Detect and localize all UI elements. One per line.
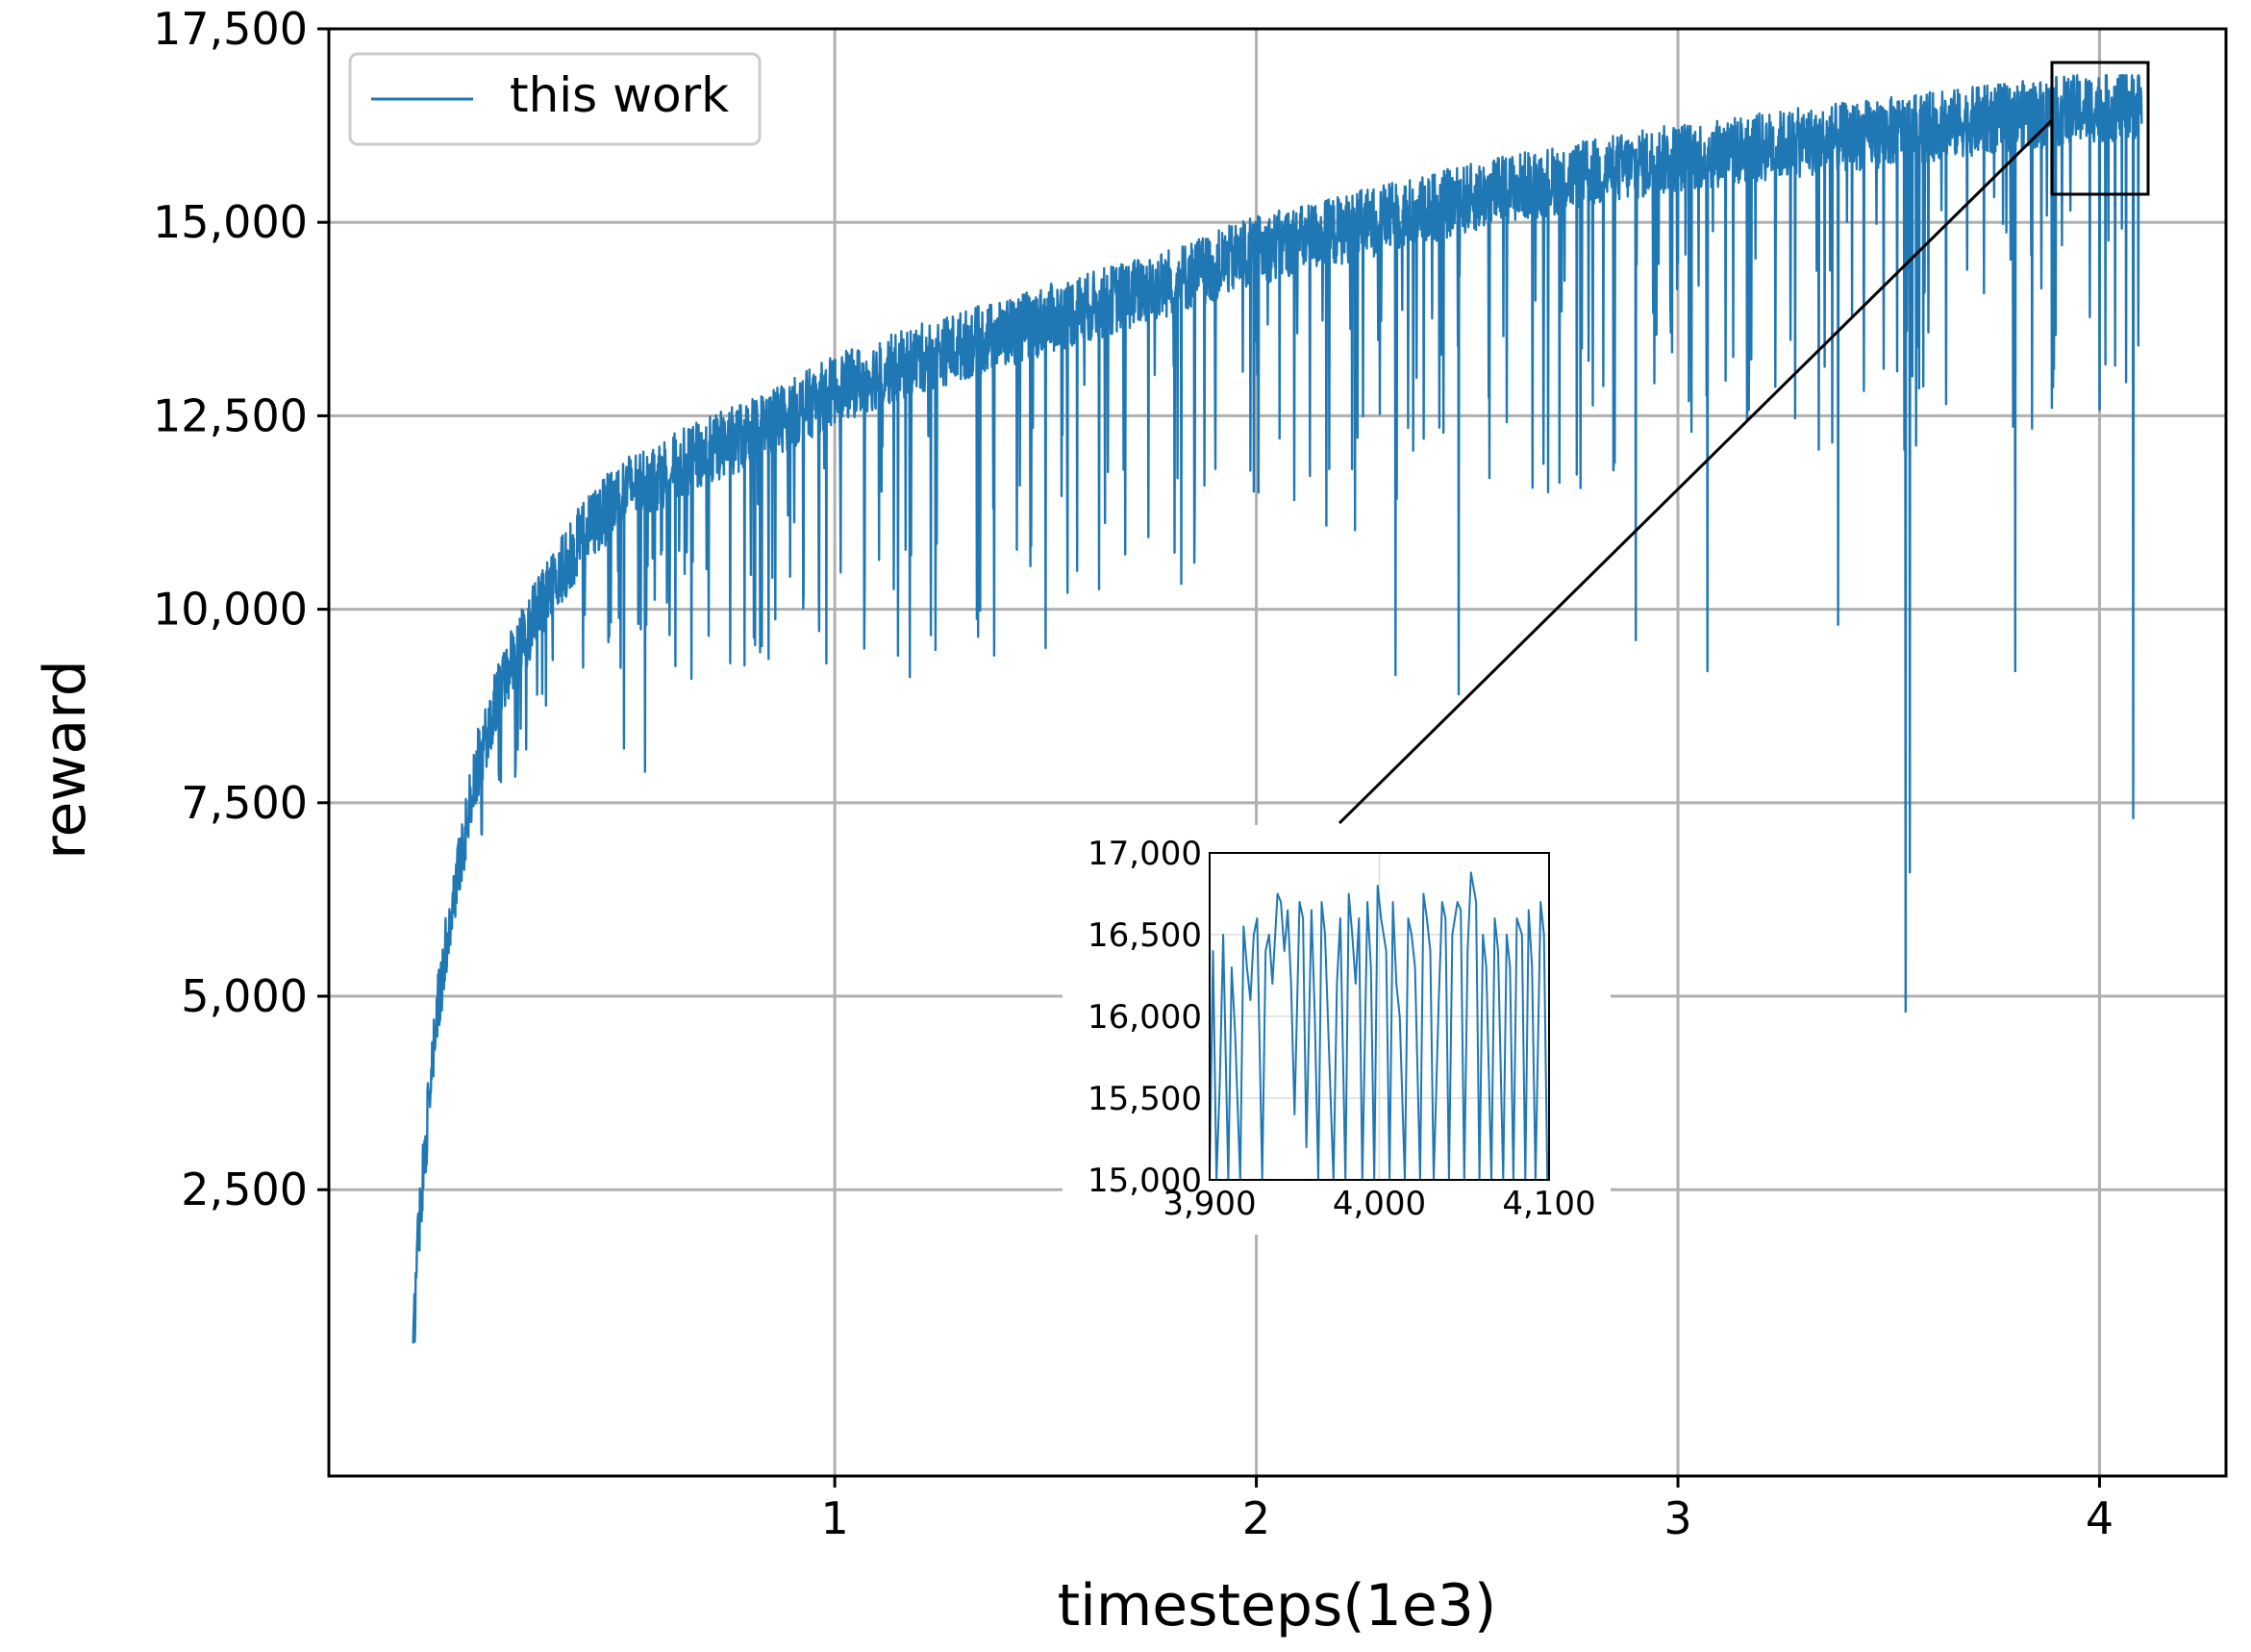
x-axis-title: timesteps(1e3) [1058,1572,1497,1639]
zoom-connector-line [1338,118,2054,825]
main-y-tick-label: 2,500 [181,1164,308,1215]
main-y-tick-label: 17,500 [153,3,308,55]
legend: this work [348,52,762,146]
main-y-tick-label: 10,000 [153,584,308,636]
inset-y-tick-label: 15,000 [1088,1162,1202,1200]
inset-x-tick-label: 3,900 [1163,1185,1256,1223]
main-y-tick-labels: 2,500 5,000 7,500 10,000 12,500 15,000 17,500 [153,3,308,1215]
main-x-tick-labels: 1 2 3 4 [820,1492,2113,1544]
inset-y-tick-label: 17,000 [1088,835,1202,873]
main-x-tick-label: 3 [1663,1492,1691,1544]
inset-x-tick-label: 4,000 [1333,1185,1426,1223]
inset-y-tick-labels: 15,000 15,500 16,000 16,500 17,000 [1088,835,1202,1200]
main-y-tick-label: 12,500 [153,389,308,441]
inset-x-tick-labels: 3,900 4,000 4,100 [1163,1185,1595,1223]
zoom-region-box [2050,61,2150,196]
main-y-tick-label: 5,000 [181,970,308,1022]
main-x-tick-label: 4 [2086,1492,2113,1544]
y-axis-title: reward [32,660,99,860]
legend-box [348,52,762,146]
inset-y-tick-label: 16,500 [1088,916,1202,955]
main-x-tick-label: 1 [820,1492,848,1544]
inset-y-tick-label: 15,500 [1088,1080,1202,1118]
inset-y-tick-label: 16,000 [1088,998,1202,1037]
inset-plot-frame [1209,852,1550,1181]
main-series-line [412,74,2143,1344]
inset-x-tick-label: 4,100 [1502,1185,1595,1223]
legend-label: this work [510,67,729,123]
main-series-this-work [412,74,2143,1344]
main-y-tick-label: 7,500 [181,777,308,829]
main-plot-frame [327,27,2228,1478]
main-y-tick-label: 15,000 [153,196,308,248]
main-x-tick-label: 2 [1242,1492,1270,1544]
